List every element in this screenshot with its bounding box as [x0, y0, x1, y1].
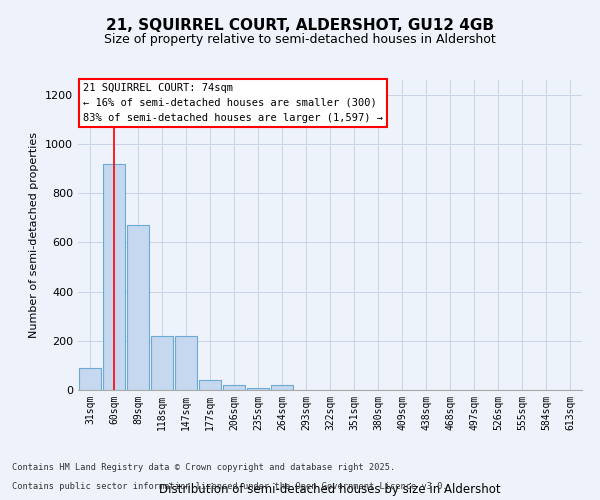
Bar: [199, 380, 221, 390]
Y-axis label: Number of semi-detached properties: Number of semi-detached properties: [29, 132, 40, 338]
Bar: [79, 368, 101, 390]
Bar: [151, 336, 173, 390]
Bar: [247, 388, 269, 390]
Text: Size of property relative to semi-detached houses in Aldershot: Size of property relative to semi-detach…: [104, 33, 496, 46]
Bar: [127, 225, 149, 390]
Text: 21, SQUIRREL COURT, ALDERSHOT, GU12 4GB: 21, SQUIRREL COURT, ALDERSHOT, GU12 4GB: [106, 18, 494, 32]
Text: Contains HM Land Registry data © Crown copyright and database right 2025.: Contains HM Land Registry data © Crown c…: [12, 464, 395, 472]
X-axis label: Distribution of semi-detached houses by size in Aldershot: Distribution of semi-detached houses by …: [159, 483, 501, 496]
Bar: [175, 336, 197, 390]
Bar: [103, 164, 125, 390]
Bar: [271, 385, 293, 390]
Text: Contains public sector information licensed under the Open Government Licence v3: Contains public sector information licen…: [12, 482, 448, 491]
Bar: [223, 385, 245, 390]
Text: 21 SQUIRREL COURT: 74sqm
← 16% of semi-detached houses are smaller (300)
83% of : 21 SQUIRREL COURT: 74sqm ← 16% of semi-d…: [83, 83, 383, 122]
